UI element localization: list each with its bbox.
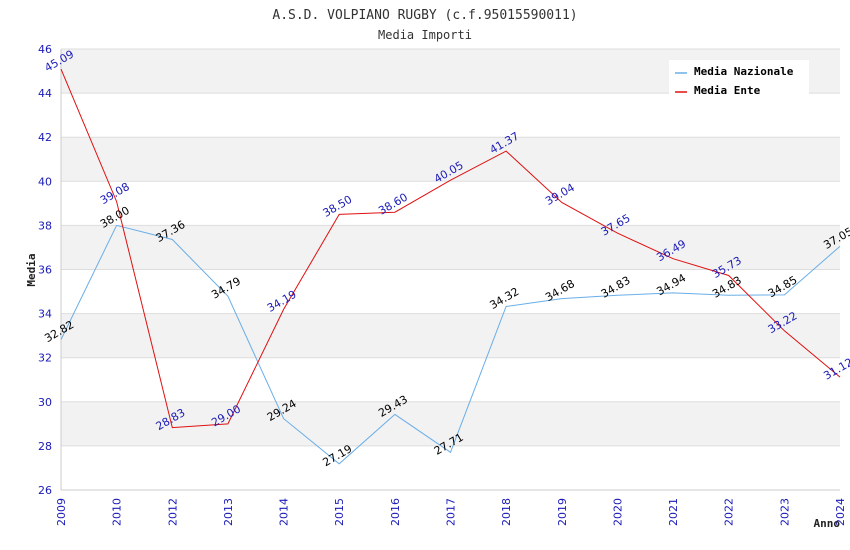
axes — [60, 49, 840, 491]
x-tick-label: 2017 — [445, 498, 458, 526]
x-tick-label: 2018 — [500, 498, 513, 526]
x-tick-labels: 2009 2010 2012 2013 2014 2015 2016 2017 2018 2019… — [55, 498, 847, 526]
data-label: 38.60 — [376, 191, 410, 218]
y-tick-labels: 26 28 30 32 34 36 38 40 42 44 46 — [38, 43, 52, 497]
y-tick-label: 38 — [38, 219, 52, 232]
x-tick-label: 2015 — [333, 498, 346, 526]
y-tick-label: 32 — [38, 352, 52, 365]
data-label: 34.68 — [543, 277, 577, 304]
legend: Media Nazionale Media Ente — [669, 60, 809, 98]
y-tick-label: 46 — [38, 43, 52, 56]
data-label: 34.83 — [599, 274, 633, 301]
y-tick-label: 26 — [38, 484, 52, 497]
series-lines — [60, 68, 841, 465]
data-label: 34.19 — [265, 288, 299, 315]
y-tick-label: 30 — [38, 396, 52, 409]
data-label: 34.85 — [766, 273, 800, 300]
x-tick-label: 2021 — [667, 498, 680, 526]
legend-entry: Media Ente — [694, 84, 761, 97]
x-tick-label: 2019 — [556, 498, 569, 526]
grid-band — [61, 401, 840, 446]
y-axis-label: Media — [25, 253, 38, 286]
grid-band — [61, 137, 840, 182]
data-label: 34.94 — [654, 271, 688, 298]
grid-band — [61, 313, 840, 358]
x-tick-label: 2013 — [222, 498, 235, 526]
x-tick-label: 2020 — [611, 498, 624, 526]
y-tick-label: 44 — [38, 87, 52, 100]
data-label: 34.32 — [488, 285, 522, 312]
y-tick-label: 40 — [38, 175, 52, 188]
data-label: 34.79 — [209, 275, 243, 302]
series-line-1 — [60, 68, 841, 429]
grid-bands — [61, 49, 840, 446]
data-label: 38.50 — [321, 193, 355, 220]
x-tick-label: 2023 — [778, 498, 791, 526]
x-axis-label: Anno — [814, 517, 841, 530]
x-tick-label: 2016 — [389, 498, 402, 526]
y-tick-label: 36 — [38, 264, 52, 277]
legend-entry: Media Nazionale — [694, 65, 794, 78]
x-tick-label: 2012 — [166, 498, 179, 526]
data-label: 39.04 — [543, 181, 577, 208]
grid-band — [61, 225, 840, 270]
y-tick-label: 34 — [38, 308, 52, 321]
x-tick-label: 2014 — [278, 498, 291, 526]
x-tick-label: 2009 — [55, 498, 68, 526]
y-tick-label: 28 — [38, 440, 52, 453]
data-label: 31.12 — [821, 356, 850, 383]
chart-subtitle: Media Importi — [378, 28, 472, 42]
chart-title: A.S.D. VOLPIANO RUGBY (c.f.95015590011) — [272, 8, 577, 23]
series-line-0 — [60, 224, 841, 465]
legend-box — [669, 60, 809, 98]
x-tick-label: 2024 — [834, 498, 847, 526]
data-label: 39.08 — [98, 180, 132, 207]
x-tick-label: 2010 — [111, 498, 124, 526]
y-tick-label: 42 — [38, 131, 52, 144]
x-tick-label: 2022 — [723, 498, 736, 526]
